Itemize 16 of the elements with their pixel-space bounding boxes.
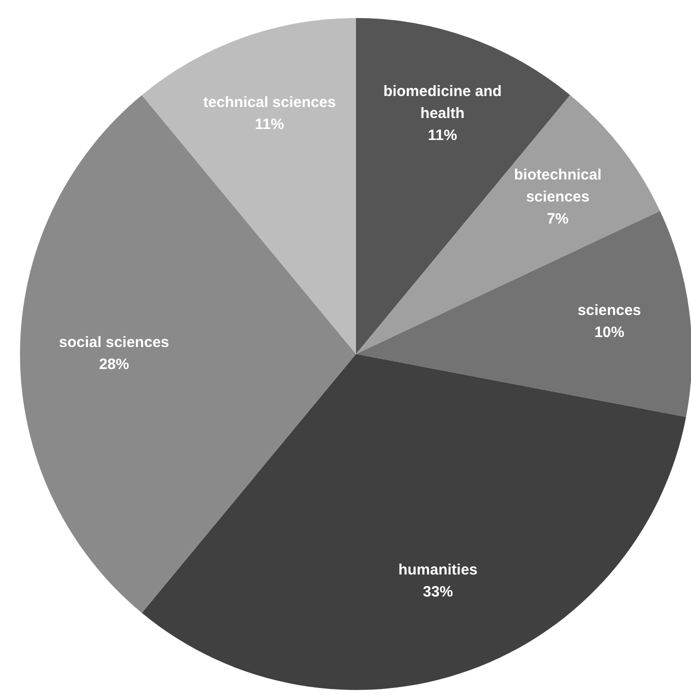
slice-label: biomedicine and health	[383, 82, 502, 122]
data-label: 28%	[99, 356, 130, 373]
pie-slice	[356, 210, 691, 417]
data-label: 11%	[428, 126, 458, 144]
data-label: 10%	[594, 324, 624, 341]
data-label: 11%	[254, 116, 284, 133]
data-label: 33%	[422, 584, 453, 601]
slice-label: technical sciences	[203, 94, 336, 111]
pie-slice	[20, 95, 356, 613]
slice-label: sciences	[578, 302, 642, 319]
slice-label: biotechnical sciences	[514, 166, 602, 206]
data-label: 7%	[546, 210, 569, 228]
pie-slice	[142, 354, 686, 690]
slice-label: humanities	[398, 562, 478, 579]
slice-label: social sciences	[59, 334, 170, 351]
pie-slice	[356, 95, 660, 354]
